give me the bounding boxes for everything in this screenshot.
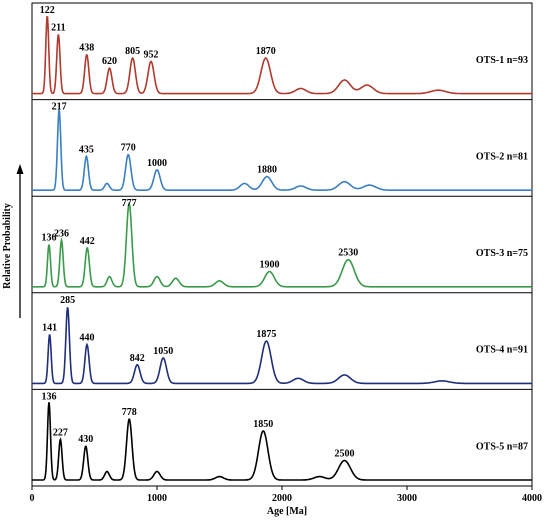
- peak-label: 2530: [338, 248, 358, 259]
- peak-label: 2500: [335, 449, 355, 460]
- x-tick-label: 3000: [397, 493, 417, 504]
- peak-label: 1000: [147, 158, 167, 169]
- peak-label: 217: [52, 102, 67, 113]
- y-axis-arrow-head: [16, 164, 24, 174]
- peak-label: 842: [130, 353, 145, 364]
- panel-4: 141 285 440 842 1050 1875 OTS-4 n=91: [32, 295, 532, 385]
- series-line: [32, 16, 532, 95]
- series-line: [32, 402, 532, 481]
- series-line: [32, 109, 532, 191]
- peak-label: 1850: [253, 419, 273, 430]
- panel-1: 122 211 438 620 805 952 1870 OTS-1 n=93: [32, 5, 532, 95]
- peak-label: 1875: [256, 329, 276, 340]
- peak-label: 1880: [257, 165, 277, 176]
- peak-label: 620: [102, 56, 117, 67]
- x-tick-label: 1000: [147, 493, 167, 504]
- peak-label: 136: [42, 232, 57, 243]
- peak-label: 778: [122, 407, 137, 418]
- peak-label: 136: [42, 391, 57, 402]
- peak-label: 438: [79, 43, 94, 54]
- x-tick-label: 2000: [272, 493, 292, 504]
- panel-label: OTS-3 n=75: [476, 248, 528, 259]
- peak-label: 1900: [260, 260, 280, 271]
- x-tick-label: 0: [30, 493, 35, 504]
- peak-label: 430: [78, 434, 93, 445]
- series-line: [32, 307, 532, 385]
- peak-label: 440: [80, 332, 95, 343]
- panel-label: OTS-1 n=93: [476, 55, 528, 66]
- x-axis: 0 1000 2000 3000 4000: [30, 486, 542, 504]
- peak-label: 435: [79, 144, 94, 155]
- peak-label: 442: [80, 236, 95, 247]
- peak-label: 1050: [153, 346, 173, 357]
- panel-label: OTS-5 n=87: [476, 441, 528, 452]
- panel-label: OTS-2 n=81: [476, 151, 528, 162]
- peak-label: 141: [42, 322, 57, 333]
- panel-label: OTS-4 n=91: [476, 345, 528, 356]
- peak-label: 770: [121, 143, 136, 154]
- peak-label: 952: [144, 49, 159, 60]
- peak-label: 122: [40, 5, 55, 16]
- panel-5: 136 227 430 778 1850 2500 OTS-5 n=87: [32, 391, 532, 481]
- x-tick-label: 4000: [522, 493, 542, 504]
- y-axis: Relative Probability: [2, 164, 24, 318]
- peak-label: 211: [51, 22, 65, 33]
- panel-2: 217 435 770 1000 1880 OTS-2 n=81: [32, 102, 532, 191]
- series-line: [32, 202, 532, 288]
- peak-label: 777: [122, 198, 137, 209]
- panels: 122 211 438 620 805 952 1870 OTS-1 n=93 217 435 77…: [32, 5, 532, 481]
- y-axis-title: Relative Probability: [2, 203, 13, 289]
- peak-label: 227: [53, 427, 68, 438]
- peak-label: 236: [54, 228, 69, 239]
- x-axis-title: Age [Ma]: [267, 506, 307, 517]
- peak-label: 285: [60, 295, 75, 306]
- peak-label: 805: [125, 46, 140, 57]
- peak-label: 1870: [256, 46, 276, 57]
